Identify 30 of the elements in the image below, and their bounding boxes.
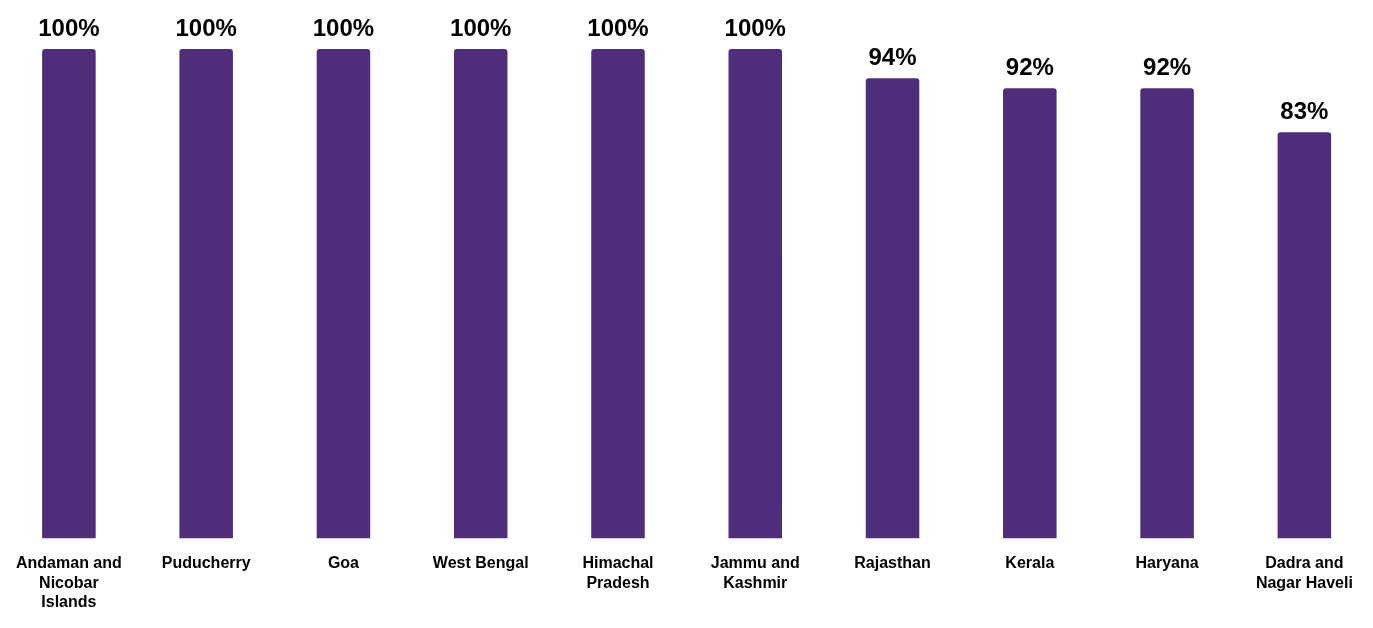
bar (179, 49, 233, 539)
data-label: 92% (1005, 52, 1054, 80)
x-tick-label: Kerala (1005, 554, 1055, 572)
bar (1003, 88, 1057, 539)
bar (728, 49, 783, 539)
bar (865, 78, 920, 539)
x-tick-label: Puducherry (161, 554, 251, 572)
x-tick-label: Goa (327, 554, 360, 572)
x-tick-label: Rajasthan (854, 554, 931, 572)
data-label: 94% (868, 42, 917, 70)
data-label: 83% (1280, 96, 1329, 124)
data-label: 100% (450, 13, 512, 41)
data-label: 100% (175, 13, 237, 41)
bar (42, 49, 96, 539)
data-label: 100% (724, 13, 786, 41)
bar (316, 49, 371, 539)
data-label: 92% (1143, 52, 1192, 80)
data-label: 100% (587, 13, 649, 41)
x-tick-label: West Bengal (432, 554, 529, 572)
bar (1277, 132, 1332, 539)
x-tick-label: Andaman and Nicobar Islands (16, 554, 122, 610)
x-tick-label: Haryana (1135, 554, 1199, 572)
data-label: 100% (312, 13, 375, 41)
x-tick-label: Dadra and Nagar Haveli (1255, 554, 1353, 591)
bar (1140, 88, 1194, 539)
bar (591, 49, 645, 539)
bar (453, 49, 508, 539)
x-tick-label: Jammu and Kashmir (710, 554, 800, 591)
x-tick-label: Himachal Pradesh (582, 554, 654, 591)
data-label: 100% (38, 13, 100, 41)
